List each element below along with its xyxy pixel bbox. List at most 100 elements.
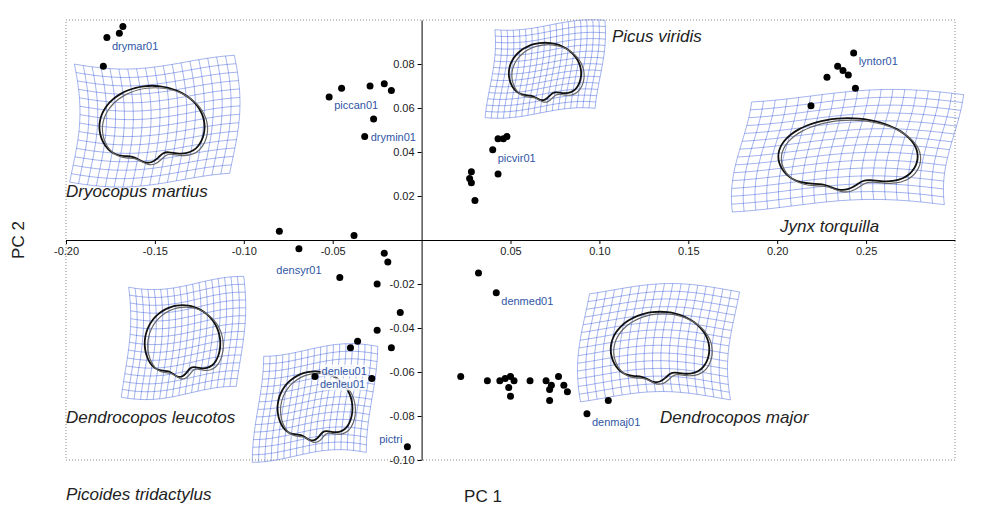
species-label: Jynx torquilla — [779, 217, 879, 236]
deformation-grid — [70, 55, 240, 187]
point — [336, 274, 343, 281]
point-label-group: pictri — [378, 433, 403, 445]
point — [527, 377, 534, 384]
tick: -0.05 — [321, 240, 346, 257]
grid-warp-line — [745, 121, 957, 134]
grid-warp-line — [495, 26, 605, 37]
point-label-group: denmaj01 — [591, 416, 641, 428]
point-label-group: denleu01 — [321, 365, 368, 377]
grid-warp-line — [732, 199, 944, 212]
x-axis-title: PC 1 — [464, 487, 502, 506]
grid-warp-line — [131, 300, 246, 313]
outline — [148, 307, 224, 379]
grid-warp-line — [122, 379, 237, 392]
grid-warp-line — [495, 45, 605, 56]
tick-label: 0.20 — [767, 245, 788, 257]
tick-label: -0.05 — [321, 245, 346, 257]
tick: -0.10 — [232, 240, 257, 257]
point-label-group: denleu01 — [319, 378, 366, 390]
deformation-grids — [70, 20, 964, 463]
outline — [781, 120, 920, 192]
grid-warp-line — [732, 176, 944, 189]
annotations: Dryocopus martiusPicus viridisJynx torqu… — [66, 27, 879, 504]
grid-warp-line — [578, 353, 728, 363]
grid-warp-line — [732, 192, 944, 205]
point — [503, 133, 510, 140]
point-label-group: picvir01 — [497, 152, 537, 164]
point — [276, 228, 283, 235]
tick-mark — [418, 284, 422, 285]
grid-warp-line — [73, 156, 233, 170]
grid-warp-line — [129, 276, 244, 289]
grid-warp-line — [582, 322, 732, 332]
label-patch — [275, 264, 322, 276]
species-label: Dendrocopos leucotos — [66, 408, 236, 427]
point-label: drymin01 — [371, 131, 416, 143]
tick-label: -0.15 — [143, 245, 168, 257]
grid-warp-line — [121, 287, 130, 397]
point — [367, 83, 374, 90]
grid-warp-line — [121, 386, 236, 399]
point — [845, 72, 852, 79]
point-label: denmed01 — [501, 295, 553, 307]
point — [560, 382, 567, 389]
tick: 0.15 — [678, 240, 699, 257]
tick-mark — [66, 240, 67, 244]
point-label: denleu01 — [320, 378, 365, 390]
tick-mark — [418, 416, 422, 417]
point — [555, 373, 562, 380]
point — [546, 397, 553, 404]
outline — [102, 88, 207, 165]
tick-mark — [599, 240, 600, 244]
point-label-group: lyntor01 — [858, 55, 899, 67]
grid-warp-line — [125, 363, 240, 376]
grid-warp-line — [491, 70, 601, 81]
point — [100, 63, 107, 70]
point-label: drymar01 — [112, 40, 158, 52]
grid-warp-line — [742, 129, 954, 142]
point — [505, 384, 512, 391]
grid-warp-line — [943, 95, 963, 205]
grid-warp-line — [588, 291, 738, 301]
grid-warp-line — [750, 97, 962, 110]
label-patch — [591, 416, 641, 428]
point-label: densyr01 — [276, 264, 321, 276]
point — [850, 50, 857, 57]
point — [311, 373, 318, 380]
point — [468, 168, 475, 175]
point — [507, 393, 514, 400]
point — [119, 23, 126, 30]
point — [370, 116, 377, 123]
point — [583, 410, 590, 417]
point — [471, 197, 478, 204]
point — [295, 245, 302, 252]
tick-mark — [688, 240, 689, 244]
deformation-grid — [121, 276, 245, 399]
grid-warp-line — [728, 292, 740, 400]
tick-label: 0.02 — [393, 190, 414, 202]
point-label: lyntor01 — [859, 55, 898, 67]
point-label: denmaj01 — [592, 416, 640, 428]
tick: 0.25 — [856, 240, 877, 257]
tick: -0.04 — [390, 322, 422, 334]
point-label-group: denmed01 — [500, 295, 554, 307]
tick-mark — [777, 240, 778, 244]
point — [495, 171, 502, 178]
tick-label: -0.20 — [54, 245, 79, 257]
tick-mark — [511, 240, 512, 244]
point-label-group: piccan01 — [333, 99, 379, 111]
point — [511, 377, 518, 384]
grid-warp-line — [495, 32, 605, 43]
grid-warp-line — [70, 64, 80, 182]
grid-warp-line — [130, 284, 245, 297]
point — [384, 259, 391, 266]
tick-label: 0.15 — [678, 245, 699, 257]
tick-label: -0.10 — [390, 454, 415, 466]
tick-mark — [418, 372, 422, 373]
point — [368, 375, 375, 382]
grid-warp-line — [747, 113, 959, 126]
point-label: picvir01 — [498, 152, 536, 164]
tick-mark — [244, 240, 245, 244]
species-label: Dendrocopos major — [660, 408, 810, 427]
point — [457, 373, 464, 380]
